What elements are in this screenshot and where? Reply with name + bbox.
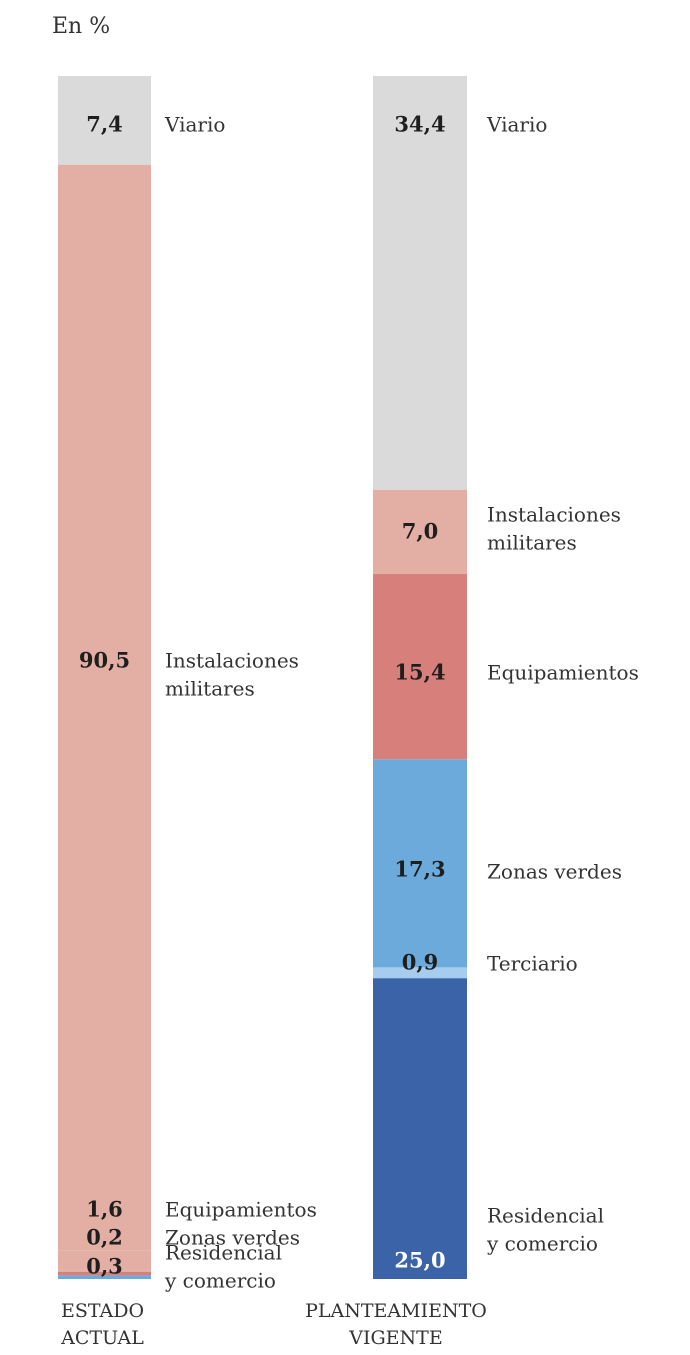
category-label: VIGENTE xyxy=(348,1327,442,1349)
value-label: 17,3 xyxy=(394,857,445,882)
bar-segment xyxy=(373,574,467,760)
segment-label: Residencial xyxy=(487,1204,604,1228)
segment-label: Equipamientos xyxy=(165,1198,317,1222)
category-label: ESTADO xyxy=(61,1300,144,1322)
bar-segment xyxy=(373,489,467,575)
value-label: 0,2 xyxy=(86,1225,123,1250)
bar-segment xyxy=(58,1271,151,1276)
value-label: 90,5 xyxy=(79,648,130,673)
bar-segment xyxy=(373,967,467,979)
segment-label: militares xyxy=(487,531,577,555)
value-label: 0,9 xyxy=(402,950,439,975)
category-label: PLANTEAMIENTO xyxy=(305,1300,487,1322)
value-label: 25,0 xyxy=(394,1248,445,1273)
bar-segment xyxy=(58,164,151,1251)
bar-segment xyxy=(373,759,467,968)
segment-label: Zonas verdes xyxy=(165,1226,300,1250)
segment-label: y comercio xyxy=(486,1232,598,1256)
segment-label: Instalaciones xyxy=(487,503,621,527)
segment-label: Zonas verdes xyxy=(487,860,622,884)
value-label: 15,4 xyxy=(394,660,445,685)
segment-label: Equipamientos xyxy=(487,661,639,685)
bar-segment xyxy=(373,76,467,490)
category-label: ACTUAL xyxy=(60,1327,144,1349)
bar-segment xyxy=(58,76,151,165)
segment-label: militares xyxy=(165,677,255,701)
value-label: 7,4 xyxy=(86,112,123,137)
segment-label: Residencial xyxy=(165,1241,282,1265)
bar-segment xyxy=(58,1250,151,1270)
bar-segment xyxy=(373,978,467,1279)
value-label: 7,0 xyxy=(402,519,439,544)
value-label: 34,4 xyxy=(394,112,445,137)
segment-label: Instalaciones xyxy=(165,649,299,673)
bar-segment xyxy=(58,1269,151,1272)
segment-label: Terciario xyxy=(487,952,578,976)
value-label: 1,6 xyxy=(86,1197,123,1222)
segment-label: y comercio xyxy=(164,1269,276,1293)
segment-label: Viario xyxy=(164,113,225,137)
unit-label: En % xyxy=(52,14,111,39)
value-label: 0,3 xyxy=(86,1254,123,1279)
bar-segment xyxy=(58,1275,151,1279)
segment-label: Viario xyxy=(486,113,547,137)
